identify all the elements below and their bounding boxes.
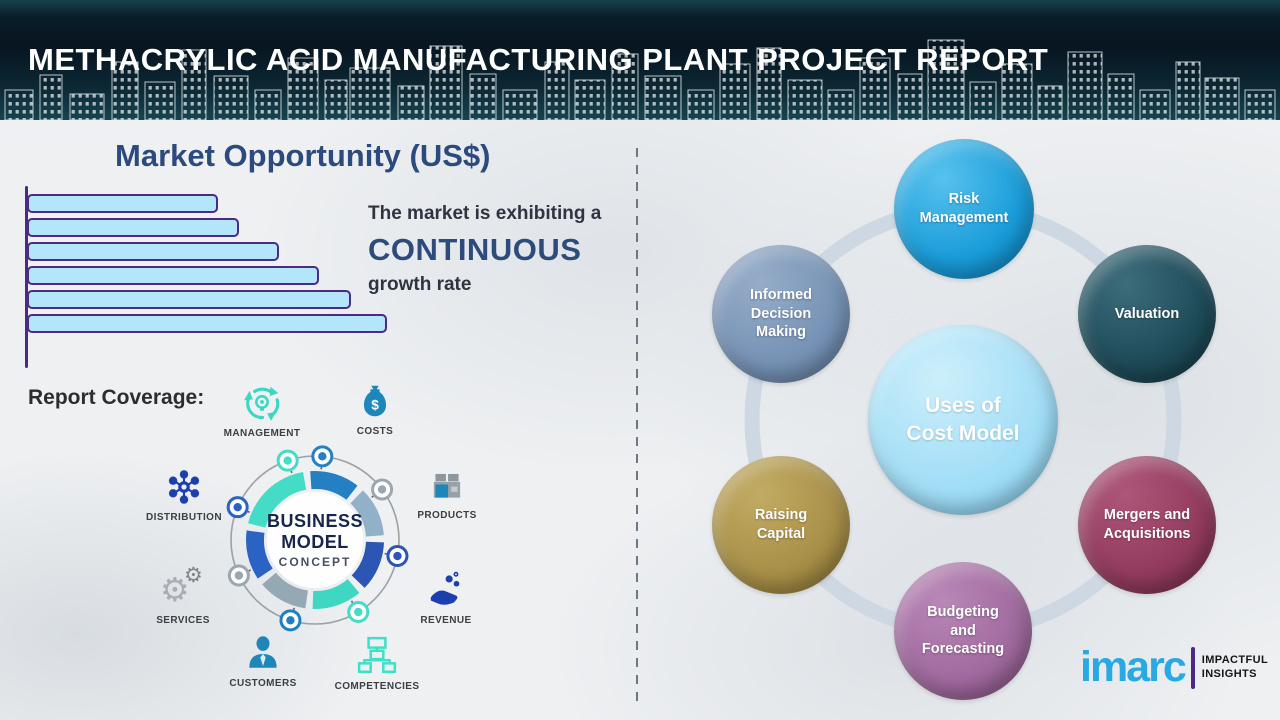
header-banner: METHACRYLIC ACID MANUFACTURING PLANT PRO…	[0, 0, 1280, 120]
page-title: METHACRYLIC ACID MANUFACTURING PLANT PRO…	[28, 42, 1049, 77]
market-bar	[27, 266, 319, 285]
svg-text:$: $	[371, 397, 379, 412]
annotation-line1: The market is exhibiting a	[368, 203, 602, 224]
circle-label: Risk Management	[919, 191, 1009, 226]
business-model-ring	[226, 445, 409, 632]
market-bar	[27, 194, 218, 213]
coverage-item-customers: CUSTOMERS	[215, 632, 311, 689]
vertical-dashed-divider	[636, 148, 638, 704]
cost-model-center-circle: Uses of Cost Model	[868, 325, 1058, 515]
city-skyline-illustration	[4, 39, 1276, 120]
coverage-item-services: ⚙ ⚙ SERVICES	[135, 563, 231, 627]
cost-model-circle-informed-decision-making: Informed Decision Making	[712, 245, 850, 383]
coverage-item-label: PRODUCTS	[417, 510, 477, 521]
cost-model-circle-risk-management: Risk Management	[894, 139, 1034, 279]
coverage-item-label: SERVICES	[156, 615, 210, 626]
coverage-item-products: PRODUCTS	[399, 464, 495, 521]
coverage-item-revenue: REVENUE	[398, 569, 494, 626]
annotation-highlight: CONTINUOUS	[368, 232, 582, 267]
services-icon: ⚙ ⚙	[160, 563, 203, 609]
coverage-item-management: MANAGEMENT	[214, 382, 310, 439]
cost-model-circle-mergers-acquisitions: Mergers and Acquisitions	[1078, 456, 1216, 594]
business-model-center-label: BUSINESS MODEL CONCEPT	[240, 475, 390, 605]
market-bar	[27, 290, 351, 309]
revenue-icon	[425, 569, 467, 611]
market-annotation: The market is exhibiting a CONTINUOUS gr…	[368, 203, 638, 296]
market-bar	[27, 314, 387, 333]
products-icon	[426, 464, 468, 506]
annotation-line2: growth rate	[368, 274, 472, 295]
logo-divider-bar	[1190, 646, 1195, 689]
coverage-item-label: COSTS	[356, 426, 394, 437]
bm-center-line1: BUSINESS	[266, 510, 364, 531]
coverage-item-label: CUSTOMERS	[229, 678, 297, 689]
coverage-item-label: MANAGEMENT	[223, 428, 301, 439]
market-bar-chart	[27, 194, 387, 338]
circle-label: Uses of Cost Model	[906, 393, 1020, 445]
coverage-item-competencies: COMPETENCIES	[329, 635, 425, 692]
competencies-icon	[356, 635, 398, 677]
circle-label: Budgeting and Forecasting	[921, 603, 1005, 658]
coverage-item-label: COMPETENCIES	[334, 681, 420, 692]
distribution-icon	[163, 466, 205, 508]
imarc-logo: imarc IMPACTFUL INSIGHTS	[1080, 646, 1268, 689]
coverage-item-distribution: DISTRIBUTION	[136, 466, 232, 523]
bm-center-line3: CONCEPT	[278, 555, 352, 570]
market-opportunity-title: Market Opportunity (US$)	[115, 138, 491, 173]
customers-icon	[242, 632, 284, 674]
logo-tagline-line1: IMPACTFUL	[1201, 653, 1269, 666]
coverage-item-label: DISTRIBUTION	[146, 512, 222, 523]
bm-center-line2: MODEL	[281, 531, 349, 552]
circle-label: Valuation	[1114, 305, 1180, 322]
circle-label: Informed Decision Making	[749, 286, 813, 341]
coverage-item-label: REVENUE	[420, 615, 472, 626]
logo-tagline-line2: INSIGHTS	[1201, 667, 1257, 680]
report-coverage-label: Report Coverage:	[28, 386, 205, 409]
management-icon	[241, 382, 283, 424]
cost-model-circle-valuation: Valuation	[1078, 245, 1216, 383]
costs-icon: $	[354, 380, 396, 422]
circle-label: Mergers and Acquisitions	[1103, 507, 1191, 542]
market-bar	[27, 218, 239, 237]
circle-label: Raising Capital	[754, 507, 808, 542]
cost-model-circle-budgeting-forecasting: Budgeting and Forecasting	[894, 562, 1032, 700]
imarc-logo-wordmark: imarc	[1080, 643, 1187, 691]
chart-y-axis	[25, 186, 28, 368]
cost-model-circle-raising-capital: Raising Capital	[712, 456, 850, 594]
market-bar	[27, 242, 279, 261]
coverage-item-costs: $ COSTS	[327, 380, 423, 437]
